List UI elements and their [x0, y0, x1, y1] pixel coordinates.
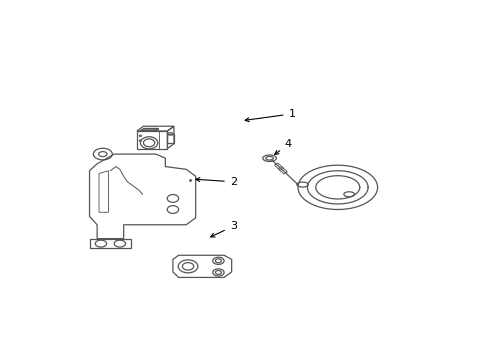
Bar	[167, 134, 173, 143]
Text: 1: 1	[244, 109, 295, 122]
Text: 3: 3	[210, 221, 236, 237]
Text: 2: 2	[196, 177, 236, 187]
Bar	[274, 163, 283, 170]
Bar	[278, 167, 287, 174]
Text: 4: 4	[274, 139, 291, 154]
